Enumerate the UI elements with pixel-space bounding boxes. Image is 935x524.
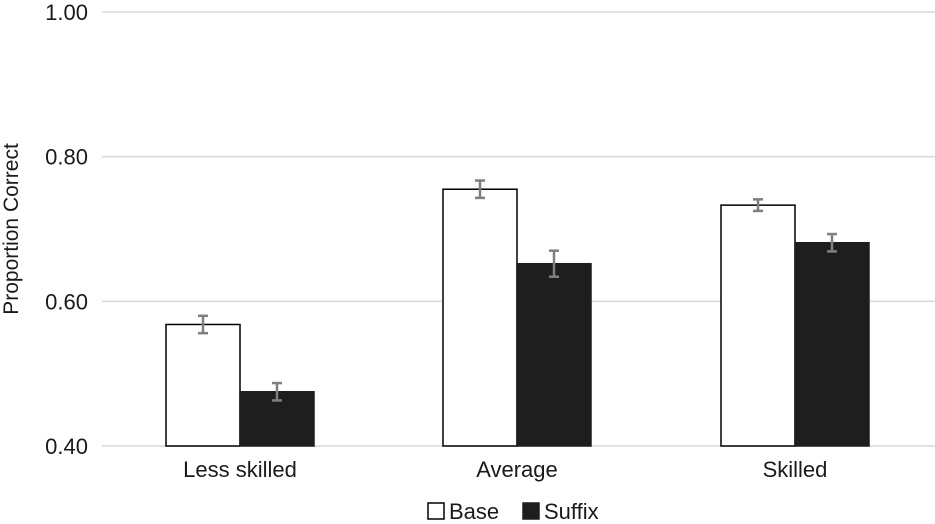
x-category-label: Less skilled	[183, 457, 297, 482]
legend-label-suffix: Suffix	[544, 499, 599, 524]
y-tick-label: 0.40	[45, 434, 88, 459]
legend-swatch-suffix	[522, 502, 540, 520]
error-bars	[198, 179, 837, 402]
x-category-label: Skilled	[763, 457, 828, 482]
bar-base-2	[720, 204, 796, 447]
y-tick-label: 1.00	[45, 0, 88, 25]
x-axis-categories: Less skilled Average Skilled	[183, 457, 827, 482]
x-category-label: Average	[476, 457, 558, 482]
error-bar-suffix-1	[549, 249, 559, 278]
error-bar-suffix-0	[272, 381, 282, 402]
bar-base-0	[165, 323, 241, 447]
legend: Base Suffix	[427, 499, 599, 524]
y-tick-label: 0.80	[45, 145, 88, 170]
error-bar-base-1	[475, 179, 485, 200]
y-axis-title: Proportion Correct	[0, 143, 23, 315]
error-bar-suffix-2	[827, 232, 837, 253]
error-bar-base-0	[198, 314, 208, 335]
y-tick-label: 0.60	[45, 289, 88, 314]
bar-suffix-2	[794, 241, 870, 447]
bar-suffix-1	[516, 262, 592, 447]
legend-label-base: Base	[449, 499, 499, 524]
y-axis-ticks: 0.40 0.60 0.80 1.00	[45, 0, 88, 459]
bars	[165, 188, 870, 447]
error-bar-base-2	[753, 198, 763, 213]
legend-swatch-base	[427, 502, 445, 520]
bar-base-1	[442, 188, 518, 447]
